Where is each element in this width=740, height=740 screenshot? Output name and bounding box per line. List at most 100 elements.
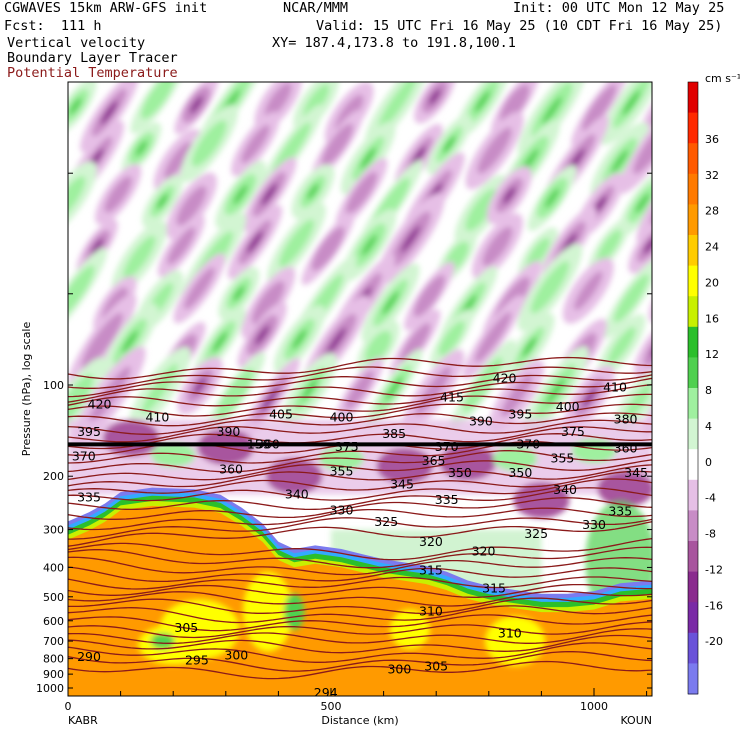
updraft-peak: [382, 291, 400, 315]
theta-label: 325: [524, 526, 548, 541]
updraft-core: [399, 323, 431, 365]
updraft-core: [216, 368, 254, 419]
theta-label: 380: [614, 412, 638, 427]
colorbar-swatch: [688, 173, 698, 205]
updraft-core: [302, 84, 330, 120]
updraft-core: [176, 186, 207, 226]
tropopause-label: 159: [247, 436, 271, 451]
colorbar-swatch: [688, 449, 698, 481]
theta-label-text: 400: [330, 409, 354, 424]
updraft-core: [582, 84, 617, 132]
colorbar-label: 8: [705, 384, 712, 397]
x-axis: 0 500 1000: [65, 688, 648, 713]
updraft-peak: [546, 377, 566, 405]
updraft-core: [650, 82, 652, 126]
updraft-core: [279, 219, 315, 268]
colorbar-label: 20: [705, 276, 719, 289]
updraft-core: [191, 120, 227, 167]
updraft-peak: [261, 183, 278, 206]
theta-contour: [68, 576, 652, 590]
theta-contour: [68, 566, 652, 583]
updraft-core: [123, 235, 156, 280]
org-label: NCAR/MMM: [283, 0, 349, 16]
updraft-peak: [542, 96, 562, 125]
theta-contour: [68, 426, 652, 450]
colorbar-swatch: [688, 663, 698, 695]
updraft-peak: [189, 95, 203, 114]
updraft-peak: [658, 184, 682, 214]
theta-label-text: 295: [185, 652, 209, 667]
theta-label: 350: [448, 465, 472, 480]
y-tick-label: 100: [43, 379, 64, 392]
updraft-peak: [611, 149, 629, 173]
theta-label: 360: [256, 436, 280, 451]
field-boundary-layer-tracer: Boundary Layer Tracer: [7, 50, 178, 66]
updraft-peak: [292, 329, 307, 350]
theta-label-text: 395: [77, 424, 101, 439]
theta-contour: [68, 470, 652, 494]
theta-contour: [68, 403, 652, 427]
theta-label: 315: [419, 563, 443, 578]
colorbar-label: 0: [705, 456, 712, 469]
theta-label: 335: [435, 492, 459, 507]
theta-label-text: 395: [508, 406, 532, 421]
theta-label-text: 310: [498, 625, 522, 640]
x-axis-title: Distance (km): [321, 714, 398, 727]
theta-label-text: 315: [419, 563, 443, 578]
colorbar-swatch: [688, 82, 698, 114]
updraft-core: [68, 176, 86, 221]
y-axis-title: Pressure (hPa), log scale: [20, 322, 33, 457]
theta-label-text: 330: [582, 517, 606, 532]
updraft-core: [574, 271, 603, 311]
updraft-core: [526, 237, 550, 269]
updraft-core: [104, 176, 132, 213]
updraft-peak: [246, 231, 263, 254]
colorbar-label: -12: [705, 563, 723, 576]
theta-contour: [68, 628, 652, 644]
theta-contour: [68, 464, 652, 488]
theta-contour: [68, 384, 652, 407]
theta-label-text: 375: [335, 439, 359, 454]
theta-label: 325: [374, 514, 398, 529]
y-tick-label: 200: [43, 470, 64, 483]
updraft-cell: [663, 115, 735, 203]
theta-label-text: 335: [435, 492, 459, 507]
theta-label-text: 415: [440, 390, 464, 405]
updraft-peak: [544, 188, 560, 208]
theta-label: 350: [508, 465, 532, 480]
theta-label: 370: [435, 439, 459, 454]
theta-label: 294: [314, 685, 338, 696]
updraft-peak: [502, 186, 516, 204]
colorbar-label: 12: [705, 348, 719, 361]
theta-label-text: 325: [374, 514, 398, 529]
updraft-core: [365, 330, 392, 364]
theta-label-text: 305: [424, 659, 448, 674]
updraft-core: [462, 357, 503, 412]
theta-label: 420: [493, 370, 517, 385]
theta-label-text: 360: [614, 440, 638, 455]
colorbar-swatch: [688, 204, 698, 236]
theta-label-text: 320: [472, 544, 496, 559]
theta-label-text: 335: [608, 504, 632, 519]
theta-contour: [68, 537, 652, 561]
colorbar-swatch: [688, 326, 698, 358]
left-endpoint-label: KABR: [68, 714, 98, 727]
theta-label: 320: [472, 544, 496, 559]
colorbar-swatch: [688, 602, 698, 634]
theta-label: 335: [77, 489, 101, 504]
updraft-core: [477, 127, 512, 174]
theta-label: 315: [482, 581, 506, 596]
theta-label-text: 345: [390, 476, 414, 491]
colorbar-swatch: [688, 388, 698, 420]
colorbar-label: -4: [705, 492, 716, 505]
theta-label: 410: [603, 380, 627, 395]
updraft-peak: [622, 90, 641, 116]
updraft-core: [141, 82, 175, 120]
updraft-peak: [411, 146, 426, 166]
updraft-core: [643, 329, 652, 367]
vertical-velocity-field: [68, 82, 735, 446]
y-tick-label: 300: [43, 524, 64, 537]
updraft-peak: [400, 225, 421, 253]
updraft-peak: [474, 90, 491, 113]
init-time: Init: 00 UTC Mon 12 May 25: [513, 0, 725, 16]
